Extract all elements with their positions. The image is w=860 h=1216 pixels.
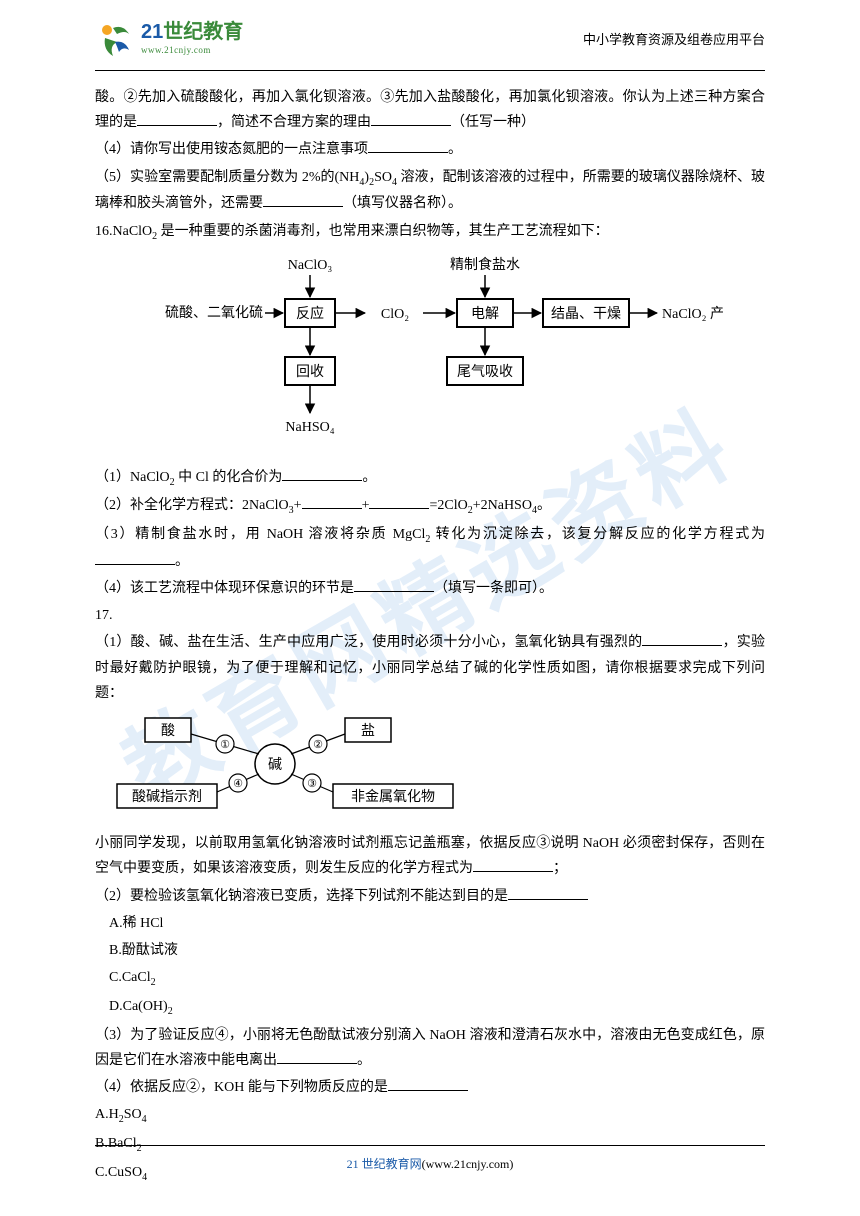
svg-text:非金属氧化物: 非金属氧化物	[351, 789, 435, 805]
paragraph: 17.	[95, 603, 765, 628]
svg-text:ClO₂: ClO₂	[381, 307, 409, 322]
flow-label: NaClO₃	[288, 258, 333, 273]
concept-map-diagram: 碱 酸 ① 盐 ② 酸碱指示剂 ④ 非金属氧化物 ③	[115, 714, 765, 823]
option-c: C.CaCl2	[109, 965, 765, 992]
svg-text:反应: 反应	[296, 305, 324, 322]
option-a: A.H2SO4	[95, 1102, 765, 1129]
paragraph: 16.NaClO2 是一种重要的杀菌消毒剂，也常用来漂白织物等，其生产工艺流程如…	[95, 219, 765, 246]
svg-text:尾气吸收: 尾气吸收	[457, 364, 513, 380]
option-a: A.稀 HCl	[109, 911, 765, 936]
paragraph: （1）酸、碱、盐在生活、生产中应用广泛，使用时必须十分小心，氢氧化钠具有强烈的，…	[95, 630, 765, 706]
paragraph: 小丽同学发现，以前取用氢氧化钠溶液时试剂瓶忘记盖瓶塞，依据反应③说明 NaOH …	[95, 831, 765, 881]
option-d: D.Ca(OH)2	[109, 994, 765, 1021]
svg-text:结晶、干燥: 结晶、干燥	[551, 306, 621, 322]
flow-label: 硫酸、二氧化硫	[165, 305, 263, 321]
paragraph: （5）实验室需要配制质量分数为 2%的(NH4)2SO4 溶液，配制该溶液的过程…	[95, 165, 765, 217]
paragraph: （4）请你写出使用铵态氮肥的一点注意事项。	[95, 137, 765, 162]
svg-text:①: ①	[220, 739, 230, 751]
svg-text:电解: 电解	[471, 306, 499, 322]
paragraph: （1）NaClO2 中 Cl 的化合价为。	[95, 465, 765, 492]
paragraph: （3）为了验证反应④，小丽将无色酚酞试液分别滴入 NaOH 溶液和澄清石灰水中，…	[95, 1023, 765, 1073]
option-b: B.酚酞试液	[109, 938, 765, 963]
paragraph: 酸。②先加入硫酸酸化，再加入氯化钡溶液。③先加入盐酸酸化，再加氯化钡溶液。你认为…	[95, 85, 765, 135]
paragraph: （3）精制食盐水时，用 NaOH 溶液将杂质 MgCl2 转化为沉淀除去，该复分…	[95, 522, 765, 574]
logo-text-sub: www.21cnjy.com	[141, 42, 243, 58]
paragraph: （2）要检验该氢氧化钠溶液已变质，选择下列试剂不能达到目的是	[95, 884, 765, 909]
option-c: C.CuSO4	[95, 1160, 765, 1187]
header-rule	[95, 70, 765, 71]
process-flow-diagram: NaClO₃ 精制食盐水 硫酸、二氧化硫 反应 ClO₂ 电解 结晶、干燥 N	[165, 255, 765, 454]
logo-text-main: 21世纪教育	[141, 22, 243, 42]
svg-text:③: ③	[307, 778, 317, 790]
logo: 21世纪教育 www.21cnjy.com	[95, 20, 243, 60]
option-list: A.稀 HCl B.酚酞试液 C.CaCl2 D.Ca(OH)2	[109, 911, 765, 1021]
svg-text:④: ④	[233, 778, 243, 790]
paragraph: （4）该工艺流程中体现环保意识的环节是（填写一条即可）。	[95, 576, 765, 601]
document-content: 酸。②先加入硫酸酸化，再加入氯化钡溶液。③先加入盐酸酸化，再加氯化钡溶液。你认为…	[0, 85, 860, 1187]
svg-text:②: ②	[313, 739, 323, 751]
svg-text:盐: 盐	[361, 723, 375, 739]
svg-text:回收: 回收	[296, 364, 324, 380]
flow-label: 精制食盐水	[450, 256, 520, 273]
logo-icon	[95, 20, 135, 60]
option-list-2: A.H2SO4 B.BaCl2 C.CuSO4	[95, 1102, 765, 1186]
option-b: B.BaCl2	[95, 1131, 765, 1158]
svg-text:碱: 碱	[268, 757, 282, 773]
page-header: 21世纪教育 www.21cnjy.com 中小学教育资源及组卷应用平台	[0, 0, 860, 70]
header-subtitle: 中小学教育资源及组卷应用平台	[583, 28, 765, 51]
svg-text:酸碱指示剂: 酸碱指示剂	[132, 789, 202, 805]
svg-text:NaClO₂ 产品: NaClO₂ 产品	[662, 306, 725, 322]
svg-text:酸: 酸	[161, 723, 175, 739]
paragraph: （2）补全化学方程式：2NaClO3++=2ClO2+2NaHSO4。	[95, 493, 765, 520]
svg-text:NaHSO₄: NaHSO₄	[285, 420, 334, 435]
paragraph: （4）依据反应②，KOH 能与下列物质反应的是	[95, 1075, 765, 1100]
